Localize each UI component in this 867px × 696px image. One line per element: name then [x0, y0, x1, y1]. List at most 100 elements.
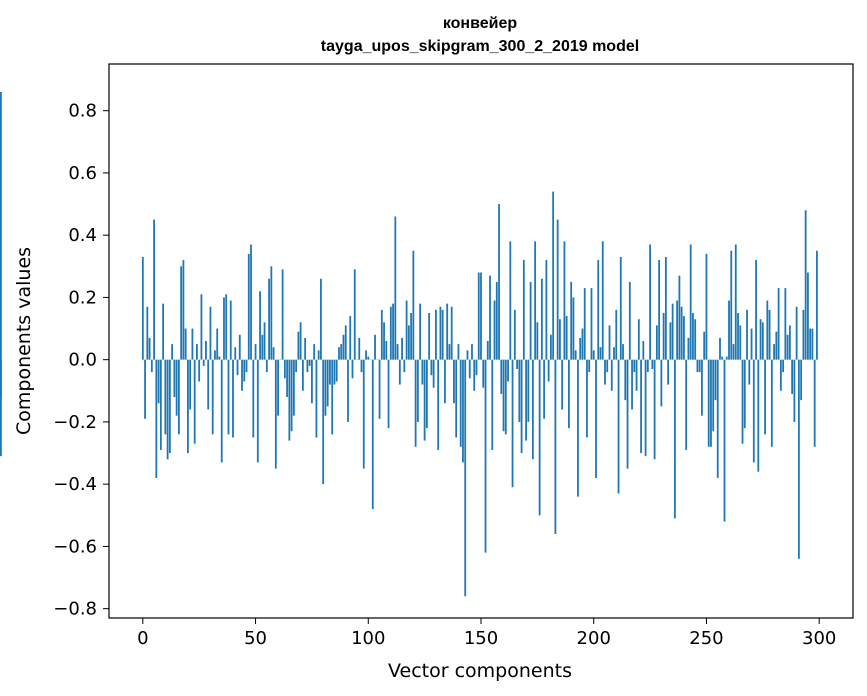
bar [590, 288, 593, 360]
bar [250, 244, 252, 360]
bar [216, 328, 219, 360]
bar [491, 359, 494, 450]
bar [725, 356, 728, 360]
bar [347, 359, 349, 422]
bar [671, 303, 674, 360]
bar [712, 359, 715, 432]
bar [509, 241, 512, 360]
bar [414, 359, 417, 447]
bar [450, 306, 453, 360]
bar [694, 319, 697, 360]
bar [757, 359, 760, 472]
bar [568, 359, 570, 429]
bar [511, 359, 514, 488]
bar [601, 241, 604, 360]
bar [256, 359, 259, 463]
bar [545, 260, 548, 360]
bar [200, 294, 203, 360]
bar [486, 341, 489, 360]
bar [407, 325, 410, 360]
bar [378, 359, 381, 419]
bar [610, 359, 613, 391]
bar [626, 359, 629, 469]
bar [750, 328, 753, 360]
bar [416, 359, 419, 422]
bar [286, 359, 289, 398]
bar [592, 350, 595, 360]
y-axis: −0.8 −0.6 −0.4 −0.2 0.0 0.2 0.4 0.6 0.8 [53, 101, 109, 620]
bar [748, 359, 751, 385]
bar [581, 328, 584, 360]
bar [608, 325, 611, 360]
bar [703, 331, 706, 360]
bar [768, 309, 771, 360]
bar [435, 309, 437, 360]
bar [403, 359, 406, 373]
bar [577, 359, 579, 497]
bar [784, 288, 787, 360]
bar [441, 309, 444, 360]
bar [225, 294, 228, 360]
bar [0, 359, 2, 457]
bar [707, 359, 710, 447]
bar [477, 272, 480, 360]
bar [746, 309, 748, 360]
bar [570, 281, 573, 360]
bar [701, 359, 703, 416]
bar [653, 359, 656, 460]
bar [425, 359, 428, 429]
bar [281, 269, 284, 360]
bar [500, 359, 503, 394]
bar [646, 359, 649, 373]
y-tick-label: 0.8 [68, 101, 97, 122]
bar [540, 278, 543, 360]
y-tick-label: 0.4 [68, 225, 97, 246]
bar [495, 281, 498, 360]
bar [198, 359, 201, 382]
bar [277, 359, 279, 416]
bar [349, 316, 352, 360]
bar [177, 359, 180, 435]
bar [759, 319, 762, 360]
bar [394, 216, 397, 360]
bar [392, 303, 394, 360]
bar [522, 260, 525, 360]
bar [295, 359, 298, 373]
bar [304, 337, 307, 360]
bar [157, 359, 160, 404]
bar [238, 334, 241, 360]
x-axis: 0 50 100 150 200 250 300 [137, 618, 836, 649]
chart-title: конвейер [443, 15, 517, 32]
bar [678, 275, 681, 360]
bar [398, 359, 401, 385]
bar [516, 359, 518, 370]
y-tick-label: −0.6 [53, 536, 97, 557]
bar [389, 306, 392, 360]
bar [777, 288, 780, 360]
bar [800, 359, 803, 401]
bar [795, 306, 798, 360]
x-tick-label: 200 [577, 628, 611, 649]
bar [446, 303, 449, 360]
bar [320, 278, 322, 360]
x-axis-label: Vector components [388, 660, 572, 682]
bar [331, 359, 334, 435]
bar [141, 256, 144, 360]
bar [793, 359, 796, 422]
bar [432, 359, 435, 388]
bar [362, 359, 365, 469]
bar [243, 359, 246, 382]
bar [205, 341, 207, 360]
bar [146, 306, 149, 360]
bar [498, 204, 500, 360]
bar [658, 260, 661, 360]
bar [274, 359, 277, 469]
bar [617, 359, 620, 494]
bar [628, 281, 631, 360]
bar [191, 328, 194, 360]
bar [315, 359, 318, 438]
bar [624, 359, 627, 401]
bar [317, 350, 320, 360]
bar [324, 359, 327, 416]
bar [640, 359, 642, 454]
